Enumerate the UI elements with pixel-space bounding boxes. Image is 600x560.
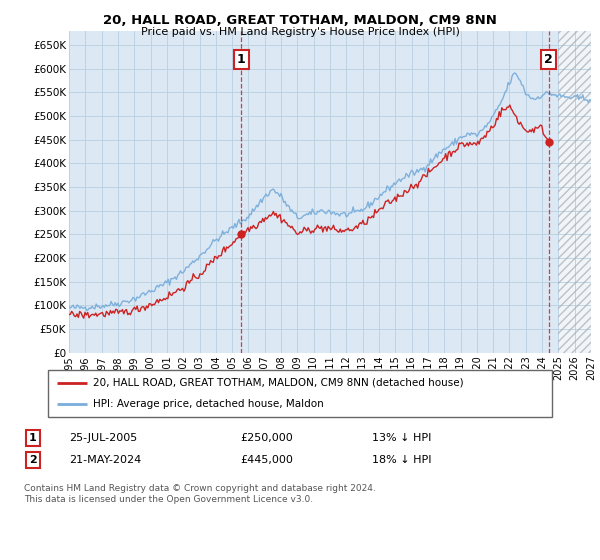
Text: 20, HALL ROAD, GREAT TOTHAM, MALDON, CM9 8NN: 20, HALL ROAD, GREAT TOTHAM, MALDON, CM9… bbox=[103, 14, 497, 27]
Text: Contains HM Land Registry data © Crown copyright and database right 2024.
This d: Contains HM Land Registry data © Crown c… bbox=[24, 484, 376, 504]
Text: 25-JUL-2005: 25-JUL-2005 bbox=[69, 433, 137, 443]
Text: 1: 1 bbox=[29, 433, 37, 443]
Text: £250,000: £250,000 bbox=[240, 433, 293, 443]
Text: 2: 2 bbox=[29, 455, 37, 465]
Text: 21-MAY-2024: 21-MAY-2024 bbox=[69, 455, 141, 465]
Text: 20, HALL ROAD, GREAT TOTHAM, MALDON, CM9 8NN (detached house): 20, HALL ROAD, GREAT TOTHAM, MALDON, CM9… bbox=[93, 378, 464, 388]
Text: 2: 2 bbox=[544, 53, 553, 66]
Text: Price paid vs. HM Land Registry's House Price Index (HPI): Price paid vs. HM Land Registry's House … bbox=[140, 27, 460, 37]
Text: 13% ↓ HPI: 13% ↓ HPI bbox=[372, 433, 431, 443]
Text: 1: 1 bbox=[237, 53, 246, 66]
Text: £445,000: £445,000 bbox=[240, 455, 293, 465]
Bar bbox=[559, 31, 591, 353]
Text: HPI: Average price, detached house, Maldon: HPI: Average price, detached house, Mald… bbox=[93, 399, 324, 409]
Bar bbox=[559, 31, 591, 353]
Text: 18% ↓ HPI: 18% ↓ HPI bbox=[372, 455, 431, 465]
